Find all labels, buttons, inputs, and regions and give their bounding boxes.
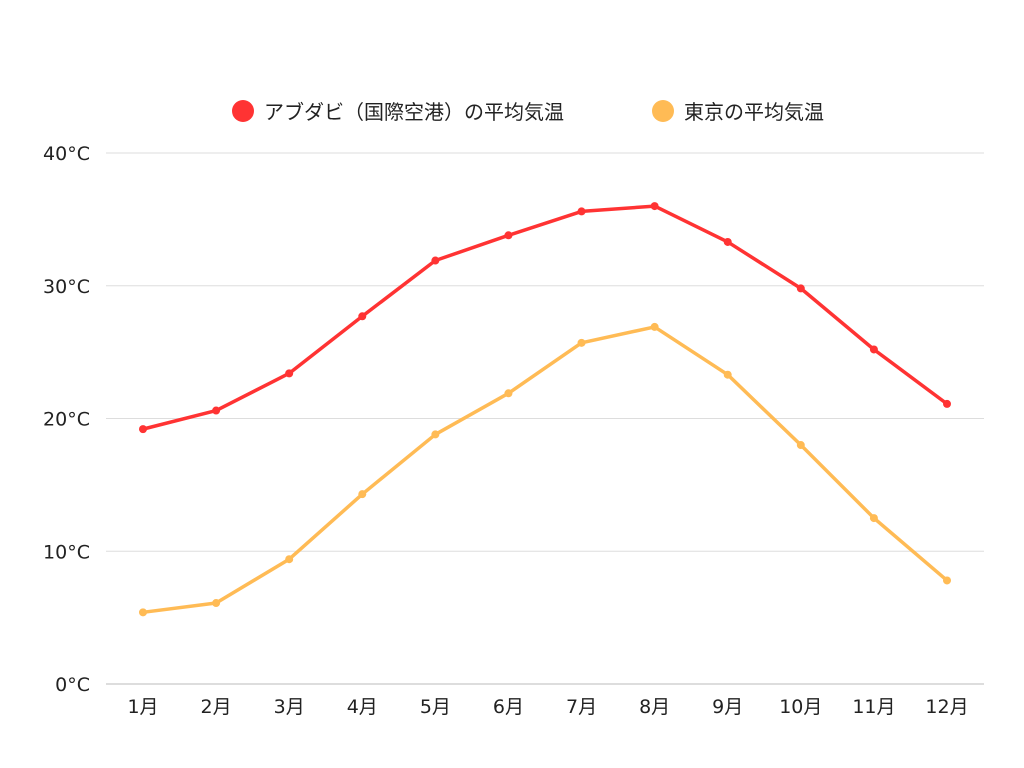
data-point: [504, 231, 513, 240]
data-point: [796, 284, 805, 293]
data-point: [577, 207, 586, 216]
x-axis: 1月 2月 3月 4月 5月 6月 7月 8月 9月 10月 11月 12月: [127, 696, 968, 718]
x-tick-label: 3月: [274, 696, 305, 718]
legend-marker: [232, 100, 254, 122]
grid: [106, 152, 984, 685]
data-point: [723, 370, 732, 379]
x-tick-label: 11月: [852, 696, 895, 718]
data-point: [869, 345, 878, 354]
y-axis: 0°C 10°C 20°C 30°C 40°C: [43, 143, 90, 696]
data-point: [869, 514, 878, 523]
data-point: [212, 599, 221, 608]
y-tick-label: 10°C: [43, 541, 90, 563]
x-tick-label: 4月: [347, 696, 378, 718]
y-tick-label: 0°C: [55, 674, 90, 696]
x-tick-label: 2月: [201, 696, 232, 718]
data-point: [285, 369, 294, 378]
data-point: [504, 389, 513, 398]
legend-marker: [652, 100, 674, 122]
data-point: [139, 425, 147, 434]
data-point: [943, 399, 951, 408]
x-tick-label: 5月: [420, 696, 451, 718]
x-tick-label: 1月: [127, 696, 158, 718]
y-tick-label: 20°C: [43, 409, 90, 431]
x-tick-label: 7月: [566, 696, 597, 718]
x-tick-label: 6月: [493, 696, 524, 718]
x-tick-label: 8月: [639, 696, 670, 718]
data-point: [431, 256, 440, 265]
series-line-0: [142, 204, 949, 431]
data-point: [723, 237, 732, 246]
x-tick-label: 9月: [712, 696, 743, 718]
data-point: [796, 441, 805, 450]
legend-label: アブダビ（国際空港）の平均気温: [264, 100, 564, 124]
legend-label: 東京の平均気温: [684, 100, 824, 124]
data-point: [650, 202, 659, 211]
series-group: [139, 202, 951, 617]
data-point: [212, 406, 221, 415]
data-point: [358, 490, 367, 499]
data-point: [431, 430, 440, 439]
y-tick-label: 40°C: [43, 143, 90, 165]
data-point: [650, 322, 659, 331]
data-point: [139, 608, 147, 617]
y-tick-label: 30°C: [43, 276, 90, 298]
series-line-1: [142, 325, 949, 615]
legend[interactable]: アブダビ（国際空港）の平均気温 東京の平均気温: [232, 100, 824, 124]
data-point: [577, 338, 586, 347]
data-point: [358, 312, 367, 321]
x-tick-label: 12月: [925, 696, 968, 718]
x-tick-label: 10月: [779, 696, 822, 718]
data-point: [943, 576, 951, 585]
data-point: [285, 555, 294, 564]
